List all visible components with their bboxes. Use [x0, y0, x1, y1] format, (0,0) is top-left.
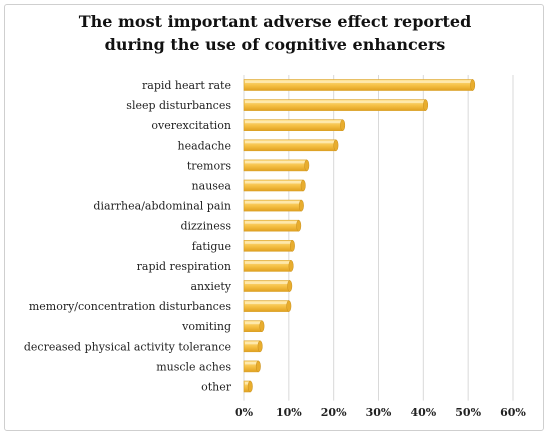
x-tick-label: 30%	[366, 406, 392, 419]
bar	[243, 240, 295, 252]
bar	[243, 380, 253, 393]
category-label: nausea	[192, 180, 232, 193]
bar-end-cap	[287, 280, 293, 292]
x-tick-label: 50%	[455, 406, 481, 419]
bar-end-cap	[333, 139, 339, 152]
category-label: memory/concentration disturbances	[29, 300, 231, 313]
bar-end-cap	[304, 159, 310, 172]
bar-end-cap	[423, 99, 429, 111]
bar-highlight	[245, 140, 335, 144]
bar-end-cap	[340, 119, 346, 131]
bar	[243, 219, 302, 232]
category-label: headache	[177, 139, 231, 152]
bar-highlight	[245, 201, 301, 204]
chart-title-line-1: The most important adverse effect report…	[78, 12, 472, 31]
bar-highlight	[245, 100, 425, 104]
category-label: rapid heart rate	[142, 79, 231, 92]
bar-highlight	[245, 382, 250, 385]
x-tick-label: 40%	[410, 406, 436, 419]
category-label: tremors	[187, 159, 232, 172]
category-label: overexcitation	[151, 119, 231, 132]
bar	[243, 99, 429, 111]
x-tick-label: 10%	[276, 406, 302, 419]
bar	[243, 179, 306, 192]
x-tick-label: 20%	[321, 406, 347, 419]
bar-highlight	[245, 120, 342, 124]
bar-highlight	[245, 361, 258, 365]
bar-end-cap	[257, 340, 263, 353]
bar-end-cap	[298, 199, 304, 212]
bar	[243, 79, 476, 91]
bar-highlight	[245, 281, 289, 284]
bar-highlight	[245, 261, 291, 264]
bar-end-cap	[255, 360, 261, 373]
bar-end-cap	[289, 240, 295, 252]
chart-frame	[4, 4, 544, 431]
bar-end-cap	[247, 380, 253, 393]
bar-highlight	[245, 221, 298, 224]
bar-end-cap	[259, 320, 265, 332]
category-label: other	[201, 381, 232, 394]
category-label: muscle aches	[156, 360, 231, 373]
bar	[243, 199, 304, 212]
x-axis-ticks: 0% 10% 20% 30% 40% 50% 60%	[235, 406, 526, 419]
bar-highlight	[245, 321, 261, 325]
bar-highlight	[245, 181, 303, 184]
category-label: rapid respiration	[137, 260, 231, 273]
category-labels: rapid heart rate sleep disturbances overex…	[24, 79, 232, 394]
bar	[243, 119, 346, 131]
bar-highlight	[245, 301, 288, 305]
bar-highlight	[245, 80, 472, 83]
category-label: vomiting	[181, 320, 231, 333]
category-label: diarrhea/abdominal pain	[93, 200, 231, 213]
bar	[243, 320, 265, 333]
x-tick-label: 0%	[235, 406, 254, 419]
category-label: anxiety	[190, 280, 231, 293]
bar-end-cap	[470, 79, 476, 91]
category-label: decreased physical activity tolerance	[24, 340, 231, 353]
x-tick-label: 60%	[500, 406, 526, 419]
bar-end-cap	[296, 219, 302, 232]
chart-title: The most important adverse effect report…	[0, 10, 550, 56]
category-label: dizziness	[180, 220, 231, 233]
bar-highlight	[245, 241, 292, 244]
bar-end-cap	[288, 260, 294, 272]
bar	[243, 159, 310, 172]
bars	[243, 79, 476, 393]
category-label: sleep disturbances	[126, 99, 231, 112]
bar-end-cap	[286, 300, 292, 312]
chart-title-line-2: during the use of cognitive enhancers	[104, 35, 446, 54]
bar	[243, 340, 263, 353]
bar	[243, 280, 293, 292]
bar	[243, 300, 292, 312]
bar-end-cap	[300, 179, 306, 192]
bar	[243, 139, 339, 152]
bar-highlight	[245, 341, 260, 345]
bar-highlight	[245, 160, 306, 164]
category-label: fatigue	[192, 240, 231, 253]
bar	[243, 260, 294, 272]
bar	[243, 360, 261, 373]
